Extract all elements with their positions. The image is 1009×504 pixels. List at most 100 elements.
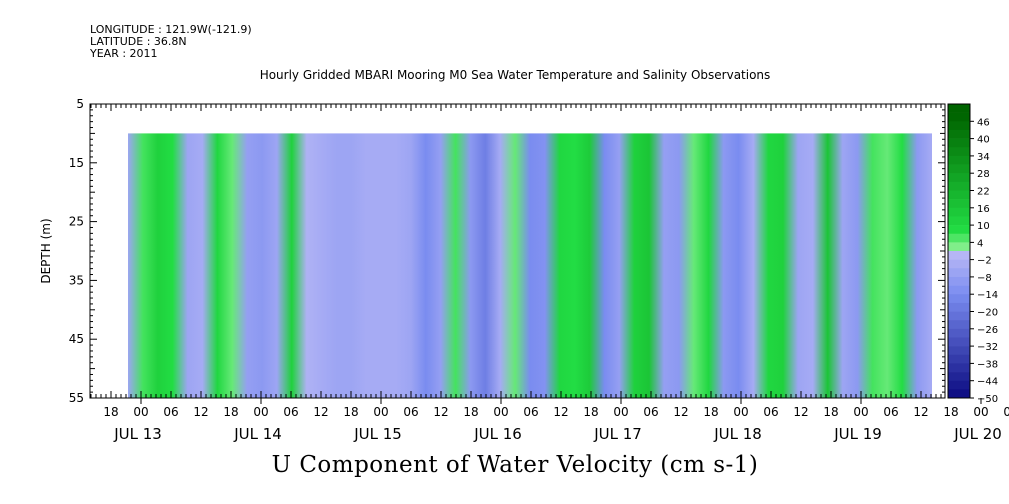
x-hour-label: 06 [763, 405, 778, 419]
colorbar-band [948, 363, 970, 373]
colorbar-label: 10 [977, 221, 990, 232]
x-day-label: JUL 16 [473, 425, 522, 443]
colorbar-band [948, 328, 970, 338]
colorbar-label: 46 [977, 117, 990, 128]
colorbar-band [948, 389, 970, 399]
x-day-label: JUL 20 [953, 425, 1002, 443]
colorbar-band [948, 380, 970, 390]
x-hour-label: 12 [913, 405, 928, 419]
colorbar-band [948, 285, 970, 295]
colorbar-label: 16 [977, 204, 990, 215]
x-day-label: JUL 18 [713, 425, 762, 443]
x-hour-label: 18 [943, 405, 958, 419]
colorbar-band [948, 216, 970, 226]
chart-metadata: LONGITUDE : 121.9W(-121.9) LATITUDE : 36.… [90, 24, 252, 60]
y-tick-label: 45 [69, 332, 84, 346]
x-axis: 18 00 06 12 18 00 06 12 18 00 06 12 18 00 06 12 18 00 06 12… [90, 104, 1009, 443]
colorbar-band [948, 372, 970, 382]
x-hour-label: 18 [103, 405, 118, 419]
y-axis-label: DEPTH (m) [39, 218, 53, 283]
x-hour-label: 12 [793, 405, 808, 419]
colorbar-label: −38 [977, 359, 998, 370]
colorbar-band [948, 181, 970, 191]
colorbar-band [948, 311, 970, 321]
x-hour-label: 12 [553, 405, 568, 419]
y-tick-label: 55 [69, 391, 84, 405]
colorbar-band [948, 242, 970, 252]
x-hour-label: 00 [613, 405, 628, 419]
colorbar-label: −20 [977, 308, 998, 319]
x-hour-label: 12 [313, 405, 328, 419]
colorbar-band [948, 233, 970, 243]
x-day-label: JUL 13 [113, 425, 162, 443]
y-tick-label: 5 [76, 97, 84, 111]
colorbar-label: −32 [977, 342, 998, 353]
colorbar-label: 34 [977, 152, 990, 163]
x-hour-label: 12 [193, 405, 208, 419]
colorbar-band [948, 112, 970, 122]
x-hour-label: 18 [703, 405, 718, 419]
x-hour-label: 06 [403, 405, 418, 419]
x-hour-label: 00 [253, 405, 268, 419]
colorbar-label: 22 [977, 187, 990, 198]
x-hour-label: 06 [883, 405, 898, 419]
colorbar-band [948, 155, 970, 165]
x-hour-label: 18 [463, 405, 478, 419]
colorbar-band [948, 320, 970, 330]
colorbar-band [948, 225, 970, 235]
x-hour-label: 00 [733, 405, 748, 419]
colorbar-band [948, 354, 970, 364]
x-hour-label: 00 [373, 405, 388, 419]
x-day-label: JUL 15 [353, 425, 402, 443]
x-day-label: JUL 14 [233, 425, 282, 443]
colorbar-band [948, 173, 970, 183]
colorbar-band [948, 294, 970, 304]
colorbar-band [948, 164, 970, 174]
colorbar-band [948, 199, 970, 209]
x-hour-label: 18 [343, 405, 358, 419]
year-label: YEAR : 2011 [90, 47, 158, 60]
x-day-label: JUL 19 [833, 425, 882, 443]
x-hour-label: 00 [493, 405, 508, 419]
x-hour-label: 06 [163, 405, 178, 419]
x-hour-label: 00 [973, 405, 988, 419]
colorbar-band [948, 276, 970, 286]
colorbar-label: 4 [977, 238, 983, 249]
colorbar-label: −14 [977, 290, 998, 301]
colorbar-band [948, 207, 970, 217]
colorbar-band [948, 251, 970, 260]
plot-area [128, 133, 932, 398]
colorbar-band [948, 302, 970, 312]
x-axis-label: U Component of Water Velocity (cm s-1) [271, 452, 759, 478]
y-tick-label: 25 [69, 215, 84, 229]
colorbar-label: −50 [977, 394, 998, 405]
x-hour-label: 00 [133, 405, 148, 419]
x-hour-label: 06 [283, 405, 298, 419]
colorbar-band [948, 121, 970, 131]
colorbar-label: 40 [977, 135, 990, 146]
colorbar-frame [947, 103, 971, 399]
colorbar-label: −2 [977, 256, 992, 267]
y-tick-label: 35 [69, 273, 84, 287]
colorbar-band [948, 346, 970, 356]
chart-title: Hourly Gridded MBARI Mooring M0 Sea Wate… [259, 68, 771, 82]
heatmap-field [128, 133, 932, 398]
colorbar-label: −44 [977, 377, 998, 388]
colorbar-band [948, 268, 970, 278]
latitude-label: LATITUDE : 36.8N [90, 35, 187, 48]
x-hour-label: 00 [853, 405, 868, 419]
colorbar: 46 40 34 28 22 16 10 4 −2 −8 −14 −20 −26 −32 −38 −44 −50 [947, 103, 998, 405]
colorbar-band [948, 138, 970, 148]
x-hour-label: 18 [823, 405, 838, 419]
colorbar-band [948, 104, 970, 113]
colorbar-band [948, 259, 970, 269]
x-hour-label: 12 [673, 405, 688, 419]
longitude-label: LONGITUDE : 121.9W(-121.9) [90, 23, 252, 36]
colorbar-band [948, 337, 970, 347]
x-hour-label: 06 [523, 405, 538, 419]
x-day-label: JUL 17 [593, 425, 642, 443]
colorbar-band [948, 147, 970, 157]
x-hour-label: 12 [433, 405, 448, 419]
x-hour-label: 18 [583, 405, 598, 419]
